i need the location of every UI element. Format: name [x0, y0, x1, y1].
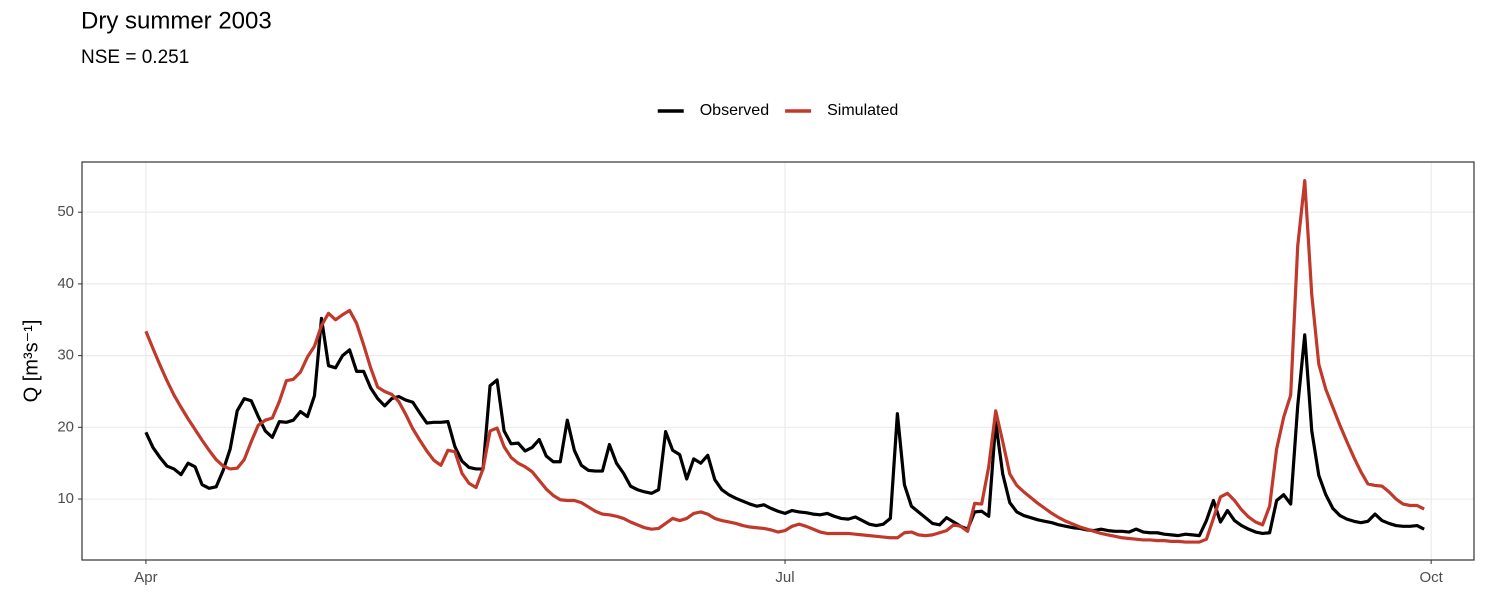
x-tick-label: Apr — [134, 569, 157, 586]
y-axis-label: Q [m³s⁻¹] — [20, 320, 42, 403]
y-tick-label: 50 — [57, 203, 74, 220]
x-tick-label: Jul — [775, 569, 794, 586]
y-tick-label: 40 — [57, 275, 74, 292]
data-line — [144, 179, 1425, 544]
data-line — [144, 316, 1425, 538]
y-tick-label: 20 — [57, 418, 74, 435]
x-tick-label: Oct — [1419, 569, 1443, 586]
chart-subtitle: NSE = 0.251 — [81, 47, 189, 68]
plot-border — [81, 161, 1475, 561]
y-tick-label: 30 — [57, 347, 74, 364]
chart-title: Dry summer 2003 — [81, 7, 272, 34]
y-tick-label: 10 — [57, 490, 74, 507]
legend-label: Simulated — [827, 102, 898, 119]
legend-label: Observed — [700, 102, 769, 119]
